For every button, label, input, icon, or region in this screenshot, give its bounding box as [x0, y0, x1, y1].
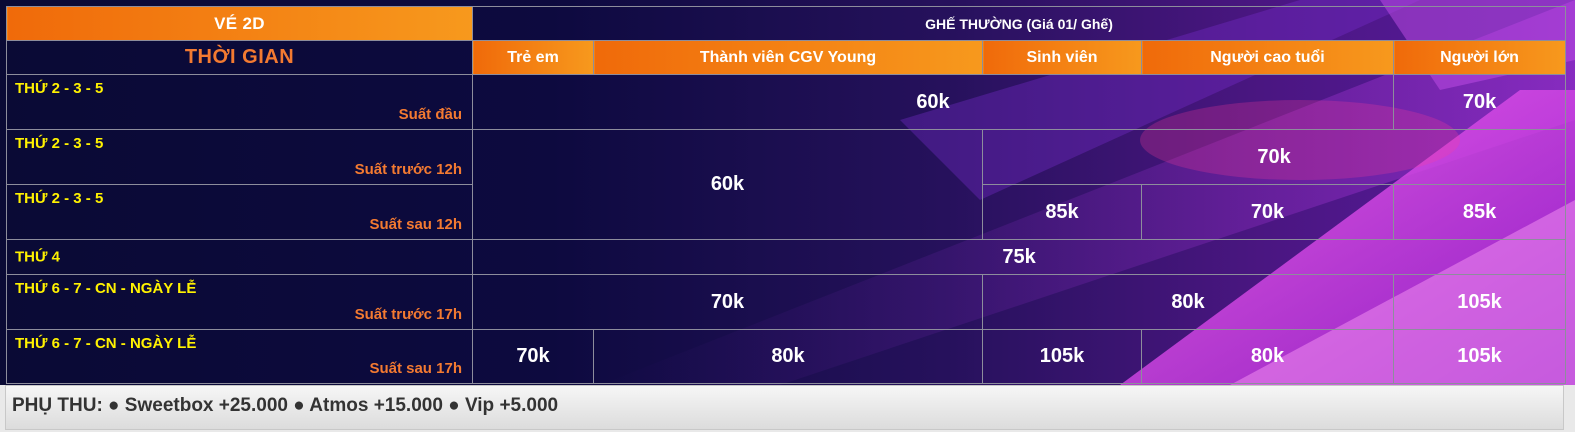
session-label: Suất sau 17h: [369, 360, 462, 377]
price-cell: 75k: [471, 239, 1567, 275]
ticket-type-title: VÉ 2D: [6, 6, 473, 41]
day-label: THỨ 4: [15, 248, 60, 266]
row-label: THỨ 6 - 7 - CN - NGÀY LỄ Suất sau 17h: [6, 329, 473, 384]
price-cell: 85k: [982, 184, 1142, 240]
price-cell: 80k: [593, 329, 983, 384]
col-header-adult: Người lớn: [1392, 40, 1567, 75]
price-table: VÉ 2D GHẾ THƯỜNG (Giá 01/ Ghế) THỜI GIAN…: [6, 6, 1567, 384]
session-label: Suất đầu: [398, 106, 462, 123]
price-cell: 105k: [1392, 329, 1567, 384]
price-cell: 105k: [1392, 274, 1567, 330]
price-cell: 70k: [1141, 184, 1394, 240]
day-label: THỨ 2 - 3 - 5: [15, 80, 104, 97]
seat-group-header: GHẾ THƯỜNG (Giá 01/ Ghế): [471, 6, 1567, 41]
price-cell: 70k: [981, 129, 1567, 185]
row-label: THỨ 2 - 3 - 5 Suất đầu: [6, 74, 473, 130]
row-label: THỨ 2 - 3 - 5 Suất trước 12h: [6, 129, 473, 185]
surcharge-text: PHỤ THU: ● Sweetbox +25.000 ● Atmos +15.…: [12, 395, 559, 416]
price-cell: 85k: [1392, 184, 1567, 240]
price-cell: 70k: [1392, 74, 1567, 130]
surcharge-bar: PHỤ THU: ● Sweetbox +25.000 ● Atmos +15.…: [5, 385, 1564, 430]
row-label: THỨ 2 - 3 - 5 Suất sau 12h: [6, 184, 473, 240]
session-label: Suất sau 12h: [369, 216, 462, 233]
col-header-senior: Người cao tuổi: [1141, 40, 1394, 75]
price-cell: 105k: [982, 329, 1142, 384]
day-label: THỨ 6 - 7 - CN - NGÀY LỄ: [15, 335, 197, 352]
price-cell: 70k: [472, 274, 983, 330]
row-label: THỨ 6 - 7 - CN - NGÀY LỄ Suất trước 17h: [6, 274, 473, 330]
day-label: THỨ 2 - 3 - 5: [15, 135, 104, 152]
row-label: THỨ 4: [6, 239, 473, 275]
day-label: THỨ 6 - 7 - CN - NGÀY LỄ: [15, 280, 197, 297]
col-header-student: Sinh viên: [982, 40, 1142, 75]
session-label: Suất trước 12h: [354, 161, 462, 178]
session-label: Suất trước 17h: [354, 306, 462, 323]
price-cell: 80k: [1141, 329, 1394, 384]
time-column-header: THỜI GIAN: [6, 40, 473, 75]
price-cell: 80k: [982, 274, 1394, 330]
price-cell: 60k: [472, 129, 983, 240]
price-cell: 60k: [472, 74, 1394, 130]
price-cell: 70k: [472, 329, 594, 384]
col-header-cgv-young: Thành viên CGV Young: [593, 40, 983, 75]
col-header-kids: Trẻ em: [472, 40, 594, 75]
day-label: THỨ 2 - 3 - 5: [15, 190, 104, 207]
